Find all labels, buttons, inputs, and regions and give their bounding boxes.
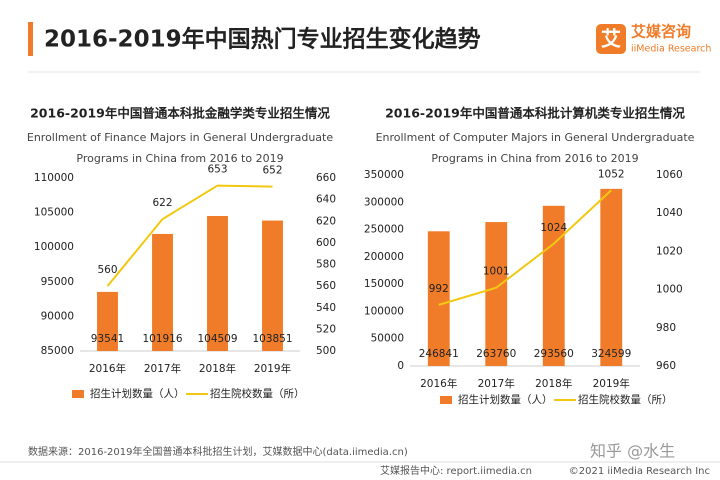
y-tick-label: 300000	[364, 196, 404, 208]
y-tick-label: 100000	[34, 241, 74, 253]
x-tick-label: 2018年	[535, 377, 572, 390]
bar-value-label: 293560	[534, 348, 574, 360]
bar-value-label: 101916	[142, 333, 182, 345]
bar	[207, 215, 228, 351]
bar-value-label: 263760	[476, 348, 516, 360]
y-tick-label: 90000	[41, 310, 74, 322]
chart-subtitle: Enrollment of Finance Majors in General …	[27, 131, 333, 144]
x-tick-label: 2016年	[89, 362, 126, 375]
y2-tick-label: 620	[316, 215, 336, 227]
chart-title: 2016-2019年中国普通本科批金融学类专业招生情况	[30, 106, 330, 121]
line-value-label: 1001	[483, 266, 510, 278]
line	[438, 189, 612, 306]
logo-box	[596, 24, 626, 54]
bar	[542, 205, 565, 366]
y-tick-label: 95000	[41, 276, 74, 288]
y-tick-label: 250000	[364, 224, 404, 236]
x-tick-label: 2017年	[478, 377, 515, 390]
watermark: 知乎 @水生	[590, 442, 675, 461]
title-accent	[28, 22, 33, 56]
x-tick-label: 2019年	[254, 362, 291, 375]
legend-swatch	[440, 396, 452, 404]
line	[106, 184, 273, 287]
line-value-label: 560	[97, 264, 117, 276]
legend-label: 招生计划数量（人）	[458, 393, 553, 406]
y2-tick-label: 560	[316, 280, 336, 292]
footer-right: ©2021 iiMedia Research Inc	[569, 466, 710, 477]
bar	[600, 188, 623, 366]
chart-subtitle: Programs in China from 2016 to 2019	[76, 152, 283, 165]
y-tick-label: 110000	[34, 172, 74, 184]
logo-mark: 艾	[601, 27, 621, 51]
y2-tick-label: 1020	[656, 245, 683, 257]
bar-value-label: 324599	[591, 348, 631, 360]
line-value-label: 652	[262, 165, 282, 177]
y2-tick-label: 1040	[656, 207, 683, 219]
y2-tick-label: 1060	[656, 169, 683, 181]
chart-title: 2016-2019年中国普通本科批计算机类专业招生情况	[385, 106, 685, 121]
y2-tick-label: 960	[656, 360, 676, 372]
y-tick-label: 105000	[34, 207, 74, 219]
y-tick-label: 85000	[41, 345, 74, 357]
y-tick-label: 200000	[364, 251, 404, 263]
footer-left: 艾媒报告中心: report.iimedia.cn	[380, 464, 532, 477]
y-tick-label: 350000	[364, 169, 404, 181]
line-value-label: 653	[207, 164, 227, 176]
legend-label: 招生计划数量（人）	[90, 387, 185, 400]
bar-value-label: 246841	[419, 348, 459, 360]
y-tick-label: 0	[397, 360, 404, 372]
legend-swatch	[72, 390, 84, 398]
line-value-label: 622	[152, 197, 172, 209]
y-tick-label: 100000	[364, 305, 404, 317]
bar	[152, 233, 173, 351]
bar-value-label: 103851	[252, 333, 292, 345]
chart-subtitle: Programs in China from 2016 to 2019	[431, 152, 638, 165]
line-value-label: 992	[429, 283, 449, 295]
y-tick-label: 50000	[371, 333, 404, 345]
line-value-label: 1024	[540, 222, 567, 234]
bar-value-label: 104509	[197, 333, 237, 345]
line-value-label: 1052	[598, 168, 625, 180]
page-title: 2016-2019年中国热门专业招生变化趋势	[44, 26, 481, 53]
y-tick-label: 150000	[364, 278, 404, 290]
logo-name: 艾媒咨询	[631, 23, 691, 41]
y2-tick-label: 540	[316, 302, 336, 314]
source: 数据来源：2016-2019年全国普通本科批招生计划，艾媒数据中心(data.i…	[28, 445, 408, 458]
y2-tick-label: 1000	[656, 284, 683, 296]
bar	[97, 291, 118, 351]
y2-tick-label: 640	[316, 194, 336, 206]
bar	[427, 231, 450, 366]
legend-label: 招生院校数量（所）	[578, 393, 673, 406]
bar-value-label: 93541	[91, 333, 124, 345]
y2-tick-label: 580	[316, 259, 336, 271]
y2-tick-label: 660	[316, 172, 336, 184]
x-tick-label: 2019年	[593, 377, 630, 390]
x-tick-label: 2018年	[199, 362, 236, 375]
legend-label: 招生院校数量（所）	[210, 387, 305, 400]
bar	[485, 222, 508, 366]
x-tick-label: 2016年	[420, 377, 457, 390]
logo-sub: iiMedia Research	[631, 44, 711, 55]
y2-tick-label: 520	[316, 323, 336, 335]
chart-subtitle: Enrollment of Computer Majors in General…	[376, 131, 695, 144]
bar	[262, 220, 283, 351]
y2-tick-label: 600	[316, 237, 336, 249]
y2-tick-label: 500	[316, 345, 336, 357]
y2-tick-label: 980	[656, 322, 676, 334]
x-tick-label: 2017年	[144, 362, 181, 375]
